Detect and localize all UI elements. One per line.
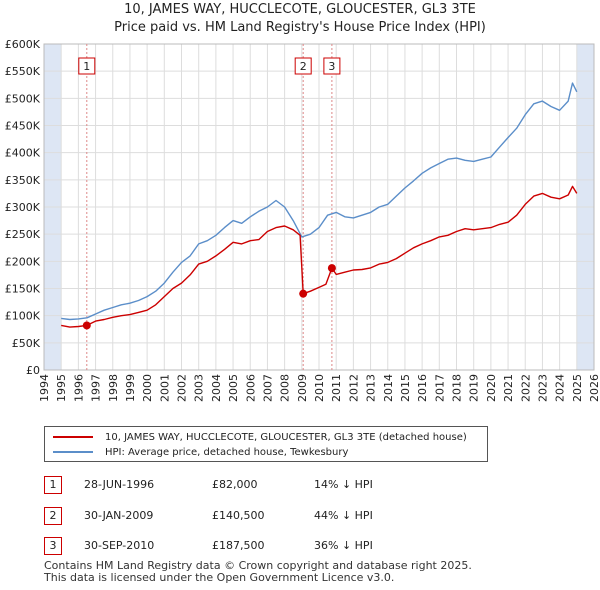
transaction-marker-1: 1 bbox=[44, 476, 62, 494]
transaction-row: 1 28-JUN-1996 £82,000 14% ↓ HPI bbox=[44, 476, 484, 494]
transaction-label-box bbox=[78, 57, 96, 75]
footer-copyright: Contains HM Land Registry data © Crown c… bbox=[44, 559, 472, 572]
x-tick-label: 2001 bbox=[158, 374, 171, 402]
x-tick-label: 2004 bbox=[210, 374, 223, 402]
transaction-marker-3: 3 bbox=[44, 537, 62, 555]
x-tick-label: 2022 bbox=[519, 374, 532, 402]
x-tick-label: 1996 bbox=[72, 374, 85, 402]
sale-point bbox=[327, 264, 336, 273]
transaction-hpi-delta: 44% ↓ HPI bbox=[314, 509, 373, 522]
y-tick-label: £300K bbox=[5, 201, 41, 214]
legend-property: 10, JAMES WAY, HUCCLECOTE, GLOUCESTER, G… bbox=[53, 430, 467, 444]
x-tick-label: 1995 bbox=[55, 374, 68, 402]
x-tick-label: 2003 bbox=[193, 374, 206, 402]
x-tick-label: 1998 bbox=[107, 374, 120, 402]
sale-point bbox=[299, 289, 308, 298]
transaction-date: 28-JUN-1996 bbox=[84, 478, 155, 491]
chart-subtitle: Price paid vs. HM Land Registry's House … bbox=[114, 20, 486, 35]
x-tick-label: 2026 bbox=[588, 374, 600, 402]
transaction-label-box bbox=[294, 57, 312, 75]
transaction-price: £187,500 bbox=[212, 539, 265, 552]
y-tick-label: £0 bbox=[26, 364, 40, 377]
chart-title: 10, JAMES WAY, HUCCLECOTE, GLOUCESTER, G… bbox=[124, 2, 476, 17]
y-tick-label: £550K bbox=[5, 65, 41, 78]
hpi-line bbox=[61, 82, 578, 321]
x-tick-label: 2011 bbox=[330, 374, 343, 402]
x-tick-label: 2007 bbox=[261, 374, 274, 402]
x-tick-label: 2012 bbox=[347, 374, 360, 402]
x-tick-label: 1997 bbox=[90, 374, 103, 402]
transaction-row: 2 30-JAN-2009 £140,500 44% ↓ HPI bbox=[44, 507, 484, 525]
x-tick-label: 2024 bbox=[554, 374, 567, 402]
y-tick-label: £350K bbox=[5, 174, 41, 187]
x-tick-label: 2002 bbox=[176, 374, 189, 402]
sale-point bbox=[82, 321, 91, 330]
transaction-hpi-delta: 36% ↓ HPI bbox=[314, 539, 373, 552]
y-tick-label: £450K bbox=[5, 120, 41, 133]
footer-licence: This data is licensed under the Open Gov… bbox=[44, 571, 395, 584]
transaction-date: 30-JAN-2009 bbox=[84, 509, 154, 522]
transaction-price: £82,000 bbox=[212, 478, 258, 491]
x-tick-label: 1999 bbox=[124, 374, 137, 402]
price-chart: 1 2 3 £0 £50K £100K £150K £200K £250K £300K £350K… bbox=[5, 38, 600, 402]
x-tick-label: 2006 bbox=[244, 374, 257, 402]
x-tick-label: 2021 bbox=[502, 374, 515, 402]
y-tick-label: £200K bbox=[5, 255, 41, 268]
transaction-date: 30-SEP-2010 bbox=[84, 539, 155, 552]
x-tick-label: 2018 bbox=[451, 374, 464, 402]
transaction-label: 3 bbox=[328, 60, 335, 73]
x-tick-label: 2000 bbox=[141, 374, 154, 402]
legend-hpi-swatch bbox=[53, 451, 93, 453]
x-tick-label: 2025 bbox=[571, 374, 584, 402]
transaction-label: 2 bbox=[300, 60, 307, 73]
x-tick-label: 2013 bbox=[365, 374, 378, 402]
legend: 10, JAMES WAY, HUCCLECOTE, GLOUCESTER, G… bbox=[44, 426, 488, 462]
x-tick-label: 1994 bbox=[38, 374, 51, 402]
transaction-row: 3 30-SEP-2010 £187,500 36% ↓ HPI bbox=[44, 537, 484, 555]
x-tick-label: 2023 bbox=[536, 374, 549, 402]
plot-border bbox=[43, 43, 595, 371]
transaction-hpi-delta: 14% ↓ HPI bbox=[314, 478, 373, 491]
x-tick-label: 2008 bbox=[279, 374, 292, 402]
y-tick-label: £400K bbox=[5, 147, 41, 160]
transaction-label-box bbox=[323, 57, 341, 75]
y-tick-label: £50K bbox=[12, 337, 41, 350]
y-tick-label: £500K bbox=[5, 92, 41, 105]
transaction-label: 1 bbox=[83, 60, 90, 73]
x-tick-label: 2020 bbox=[485, 374, 498, 402]
legend-property-label: 10, JAMES WAY, HUCCLECOTE, GLOUCESTER, G… bbox=[105, 431, 467, 443]
legend-property-swatch bbox=[53, 436, 93, 438]
legend-hpi-label: HPI: Average price, detached house, Tewk… bbox=[105, 446, 349, 458]
transaction-marker-2: 2 bbox=[44, 507, 62, 525]
x-tick-label: 2005 bbox=[227, 374, 240, 402]
x-tick-label: 2016 bbox=[416, 374, 429, 402]
x-tick-label: 2017 bbox=[433, 374, 446, 402]
legend-hpi: HPI: Average price, detached house, Tewk… bbox=[53, 445, 348, 459]
property-price-line bbox=[61, 185, 578, 328]
x-tick-label: 2009 bbox=[296, 374, 309, 402]
x-tick-label: 2019 bbox=[468, 374, 481, 402]
y-tick-label: £600K bbox=[5, 38, 41, 51]
transaction-price: £140,500 bbox=[212, 509, 265, 522]
y-tick-label: £100K bbox=[5, 310, 41, 323]
x-tick-label: 2014 bbox=[382, 374, 395, 402]
x-tick-label: 2015 bbox=[399, 374, 412, 402]
x-tick-label: 2010 bbox=[313, 374, 326, 402]
y-tick-label: £150K bbox=[5, 283, 41, 296]
y-tick-label: £250K bbox=[5, 228, 41, 241]
